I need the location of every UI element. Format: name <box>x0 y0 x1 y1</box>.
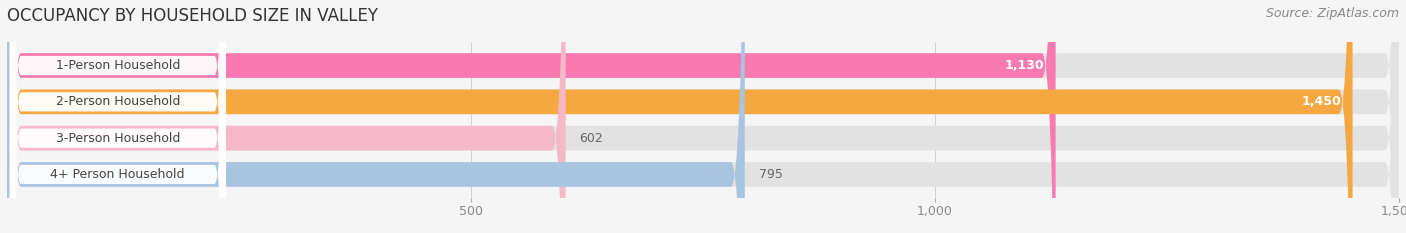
Text: 2-Person Household: 2-Person Household <box>55 95 180 108</box>
FancyBboxPatch shape <box>7 0 1399 233</box>
FancyBboxPatch shape <box>7 0 1399 233</box>
Text: 1,450: 1,450 <box>1302 95 1341 108</box>
Text: 1-Person Household: 1-Person Household <box>55 59 180 72</box>
Text: Source: ZipAtlas.com: Source: ZipAtlas.com <box>1265 7 1399 20</box>
FancyBboxPatch shape <box>10 0 225 233</box>
FancyBboxPatch shape <box>10 0 225 233</box>
FancyBboxPatch shape <box>7 0 1399 233</box>
Text: 3-Person Household: 3-Person Household <box>55 132 180 145</box>
Text: 4+ Person Household: 4+ Person Household <box>51 168 186 181</box>
FancyBboxPatch shape <box>7 0 1353 233</box>
FancyBboxPatch shape <box>7 0 1056 233</box>
FancyBboxPatch shape <box>7 0 565 233</box>
Text: 602: 602 <box>579 132 603 145</box>
FancyBboxPatch shape <box>10 0 225 233</box>
FancyBboxPatch shape <box>10 0 225 233</box>
Text: 795: 795 <box>759 168 783 181</box>
Text: 1,130: 1,130 <box>1005 59 1045 72</box>
Text: OCCUPANCY BY HOUSEHOLD SIZE IN VALLEY: OCCUPANCY BY HOUSEHOLD SIZE IN VALLEY <box>7 7 378 25</box>
FancyBboxPatch shape <box>7 0 1399 233</box>
FancyBboxPatch shape <box>7 0 745 233</box>
